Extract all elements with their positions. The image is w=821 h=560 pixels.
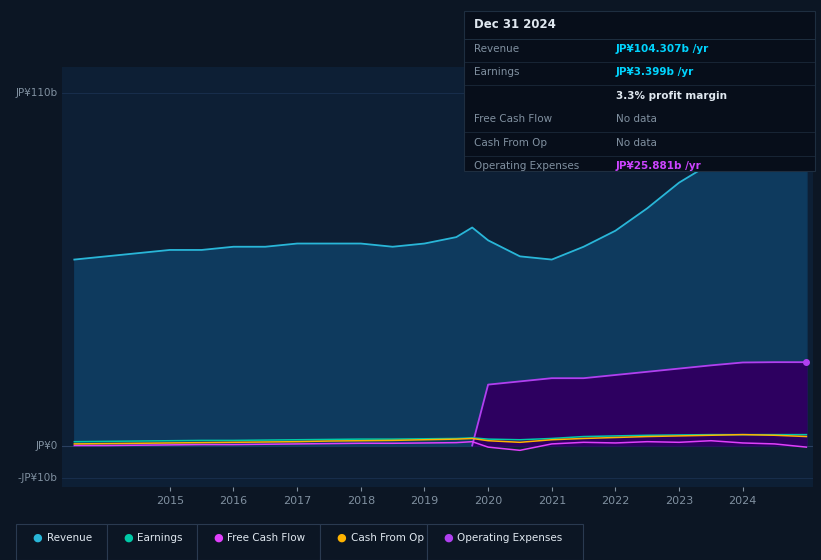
Text: -JP¥10b: -JP¥10b	[18, 473, 57, 483]
Text: ●: ●	[443, 533, 453, 543]
Text: Cash From Op: Cash From Op	[351, 533, 424, 543]
Text: ●: ●	[123, 533, 133, 543]
Text: Operating Expenses: Operating Expenses	[474, 161, 579, 171]
Text: JP¥0: JP¥0	[35, 441, 57, 451]
Text: 3.3% profit margin: 3.3% profit margin	[616, 91, 727, 101]
Text: JP¥3.399b /yr: JP¥3.399b /yr	[616, 67, 694, 77]
Text: Free Cash Flow: Free Cash Flow	[474, 114, 552, 124]
Text: JP¥110b: JP¥110b	[16, 88, 57, 98]
Text: Revenue: Revenue	[47, 533, 92, 543]
Text: Free Cash Flow: Free Cash Flow	[227, 533, 305, 543]
Text: ●: ●	[33, 533, 43, 543]
Text: JP¥104.307b /yr: JP¥104.307b /yr	[616, 44, 709, 54]
Text: Dec 31 2024: Dec 31 2024	[474, 18, 556, 31]
Text: JP¥25.881b /yr: JP¥25.881b /yr	[616, 161, 701, 171]
Text: Earnings: Earnings	[137, 533, 182, 543]
Text: Earnings: Earnings	[474, 67, 519, 77]
Text: ●: ●	[213, 533, 223, 543]
Text: ●: ●	[337, 533, 346, 543]
Text: Revenue: Revenue	[474, 44, 519, 54]
Text: Cash From Op: Cash From Op	[474, 138, 547, 148]
Text: No data: No data	[616, 138, 657, 148]
Text: No data: No data	[616, 114, 657, 124]
Text: Operating Expenses: Operating Expenses	[457, 533, 562, 543]
